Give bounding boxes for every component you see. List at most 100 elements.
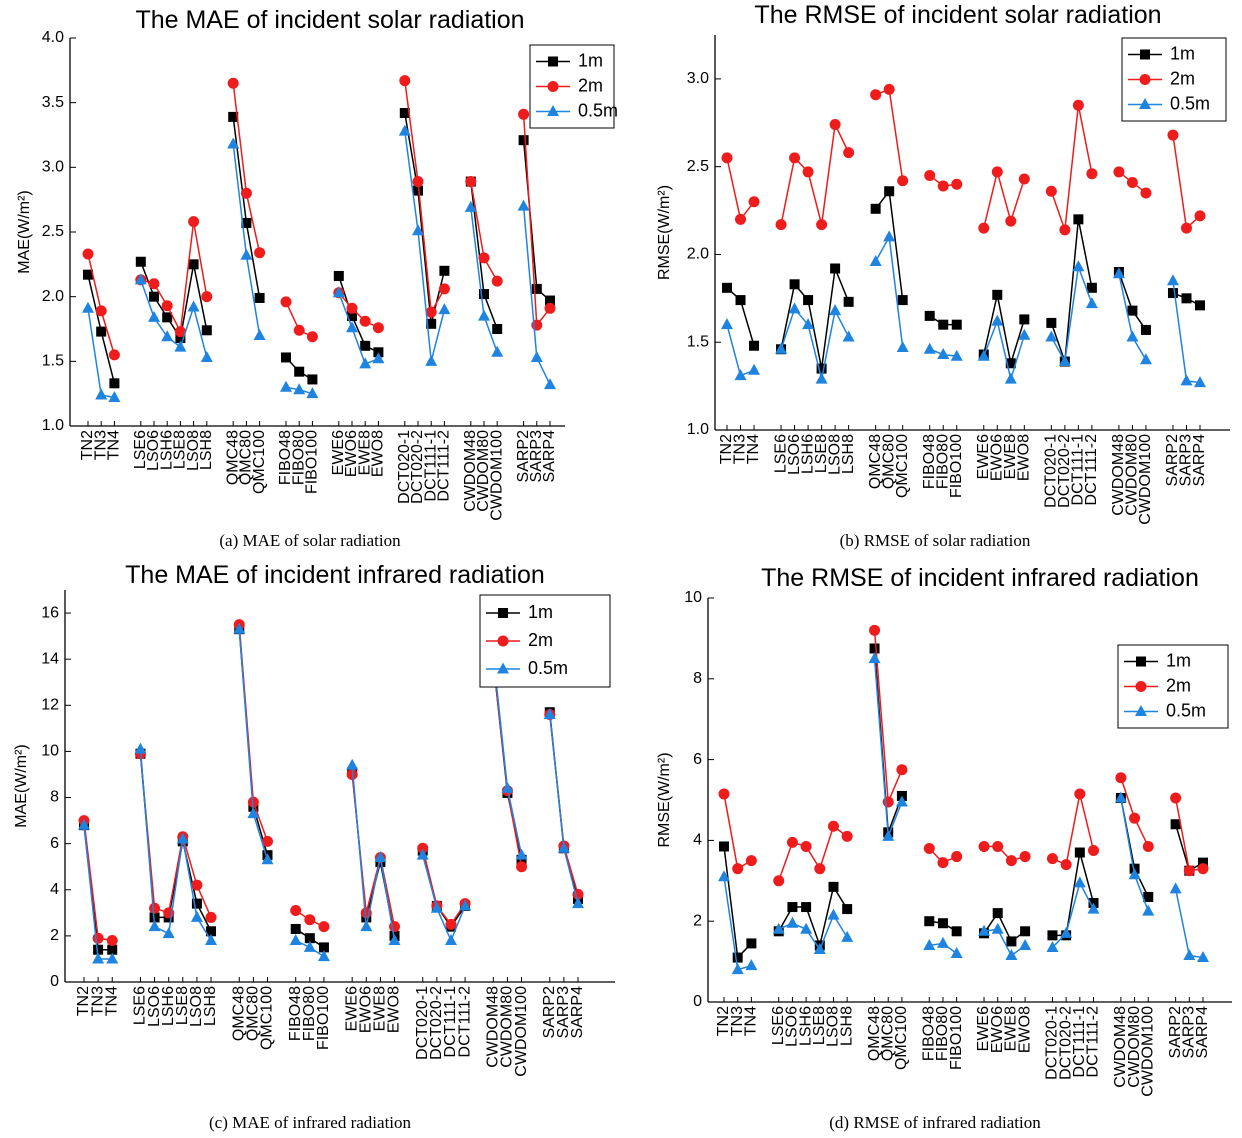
marker [1166,274,1179,286]
x-tick-label: LSE6 [772,434,789,473]
marker [303,940,316,952]
marker [745,959,758,971]
marker [1045,185,1057,197]
x-tick-label: DCT020-2 [1057,1006,1074,1080]
marker [1140,324,1151,335]
marker [1170,792,1182,804]
marker [134,273,147,285]
y-axis-label: MAE(W/m²) [13,744,30,828]
marker [281,352,291,363]
marker [937,857,949,869]
marker [293,383,306,395]
x-tick-label: EWO8 [1016,434,1033,481]
marker [1142,904,1155,916]
marker [92,952,105,964]
y-tick-label: 10 [684,589,702,606]
marker [93,944,104,955]
marker [543,708,556,720]
marker [1046,317,1057,328]
marker [883,230,896,242]
marker [992,289,1003,300]
marker [492,324,503,334]
marker [897,175,909,187]
marker [359,357,372,369]
x-tick-label: SARP3 [555,986,572,1039]
x-tick-label: FIBO48 [921,1006,938,1061]
marker [426,318,437,329]
legend-label: 2m [1166,675,1191,695]
marker [306,387,319,399]
marker [430,901,443,913]
marker [735,213,747,225]
x-tick-label: DCT020-1 [396,430,413,504]
marker [1072,260,1085,272]
marker [464,200,477,212]
marker [895,795,908,807]
marker [1197,951,1209,963]
marker [416,848,429,860]
marker [280,380,292,392]
y-tick-label: 10 [41,743,59,760]
marker [951,926,962,937]
x-tick-label: LSO6 [784,1006,801,1047]
x-tick-label: LSH8 [838,1006,855,1046]
marker [293,324,305,336]
marker [842,330,855,342]
marker [491,345,504,357]
marker [148,278,160,290]
marker [735,295,746,306]
marker [923,842,935,854]
marker [188,216,200,228]
marker [1046,853,1058,865]
x-tick-label: LSH6 [799,434,816,474]
marker [187,300,200,312]
x-tick-label: FIBO80 [290,430,307,485]
x-tick-label: TN3 [729,1006,746,1036]
marker [937,918,948,929]
marker [1135,681,1147,692]
marker [518,135,529,146]
marker [413,185,423,196]
marker [745,855,757,867]
marker [174,326,186,338]
marker [977,349,990,361]
marker [1060,926,1073,938]
marker [1180,222,1192,234]
marker [241,217,252,228]
marker [438,303,451,315]
marker [992,908,1003,919]
marker [332,286,345,298]
marker [254,292,265,303]
x-tick-label: LSE8 [174,986,191,1025]
marker [1019,938,1032,950]
marker [719,841,729,852]
marker [937,180,949,192]
y-tick-label: 3.0 [42,159,64,176]
x-tick-label: SARP2 [1167,1006,1184,1059]
marker [816,219,828,231]
marker [924,916,935,927]
x-tick-label: CWDOM100 [1139,1006,1156,1097]
marker [438,283,450,295]
marker [1073,214,1084,225]
marker [333,270,344,281]
x-tick-label: LSO6 [146,986,163,1027]
x-tick-label: FIBO100 [948,434,965,498]
marker [1005,358,1016,369]
marker [827,908,840,920]
marker [200,350,213,362]
marker [978,222,990,234]
marker [748,363,761,375]
marker [843,296,854,307]
x-tick-label: CWDOM80 [1126,1006,1143,1088]
marker [134,742,147,754]
marker [233,622,246,634]
y-tick-label: 6 [693,751,702,768]
marker [412,176,424,188]
marker [896,340,909,352]
marker [106,952,119,964]
marker [191,879,203,891]
x-tick-label: LSH6 [160,986,177,1026]
marker [1114,791,1127,803]
marker [175,333,186,344]
